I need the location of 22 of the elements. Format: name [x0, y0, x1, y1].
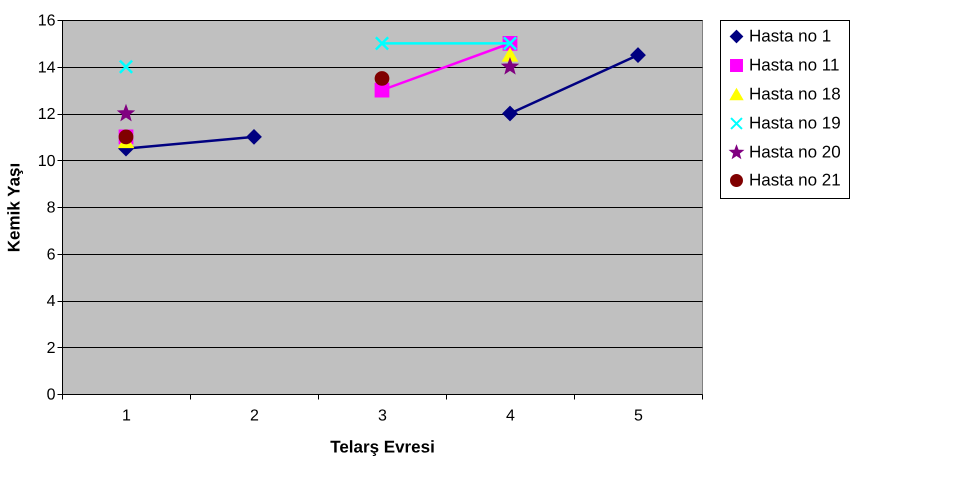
legend-label: Hasta no 11: [749, 56, 840, 74]
y-tick-label: 4: [46, 293, 56, 310]
legend-label: Hasta no 18: [749, 84, 841, 104]
y-axis-title: Kemik Yaşı: [4, 162, 24, 252]
x-tick-label: 5: [634, 408, 644, 424]
y-tick-label: 12: [38, 106, 56, 123]
y-tick-label: 2: [46, 340, 56, 357]
legend-label: Hasta no 19: [749, 114, 841, 132]
x-axis-title: Telarş Evresi: [330, 438, 435, 456]
x-tick-label: 1: [122, 408, 132, 424]
legend-label: Hasta no 20: [749, 142, 841, 162]
y-tick-label: 0: [46, 386, 56, 404]
x-tick-label: 4: [506, 408, 516, 424]
y-tick-label: 10: [38, 152, 56, 170]
y-tick-label: 6: [46, 246, 56, 264]
legend-label: Hasta no 1: [749, 26, 832, 46]
y-tick-label: 16: [38, 12, 56, 30]
y-tick-label: 8: [46, 200, 56, 216]
y-tick-label: 14: [38, 59, 56, 76]
x-tick-label: 2: [250, 408, 260, 424]
x-tick-label: 3: [378, 408, 388, 424]
legend-label: Hasta no 21: [749, 170, 841, 190]
